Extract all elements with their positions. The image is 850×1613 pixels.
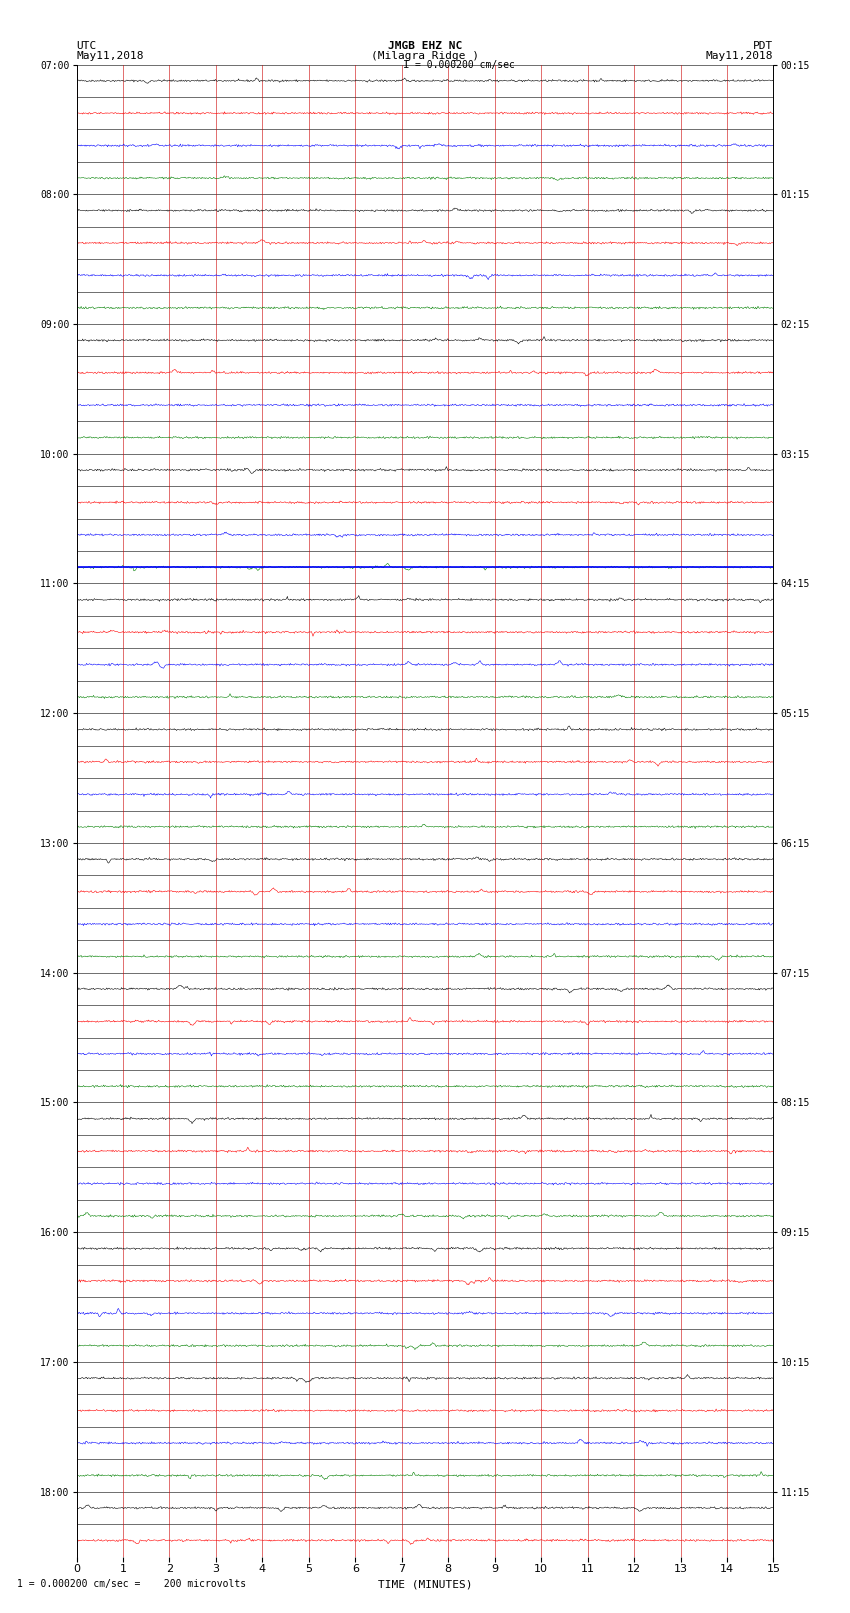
Text: I: I [403,60,410,71]
X-axis label: TIME (MINUTES): TIME (MINUTES) [377,1579,473,1590]
Text: UTC: UTC [76,40,97,52]
Text: 1 = 0.000200 cm/sec =    200 microvolts: 1 = 0.000200 cm/sec = 200 microvolts [17,1579,246,1589]
Text: PDT: PDT [753,40,774,52]
Text: JMGB EHZ NC: JMGB EHZ NC [388,40,462,52]
Text: May11,2018: May11,2018 [706,50,774,61]
Text: = 0.000200 cm/sec: = 0.000200 cm/sec [415,60,514,71]
Text: (Milagra Ridge ): (Milagra Ridge ) [371,50,479,61]
Text: May11,2018: May11,2018 [76,50,144,61]
